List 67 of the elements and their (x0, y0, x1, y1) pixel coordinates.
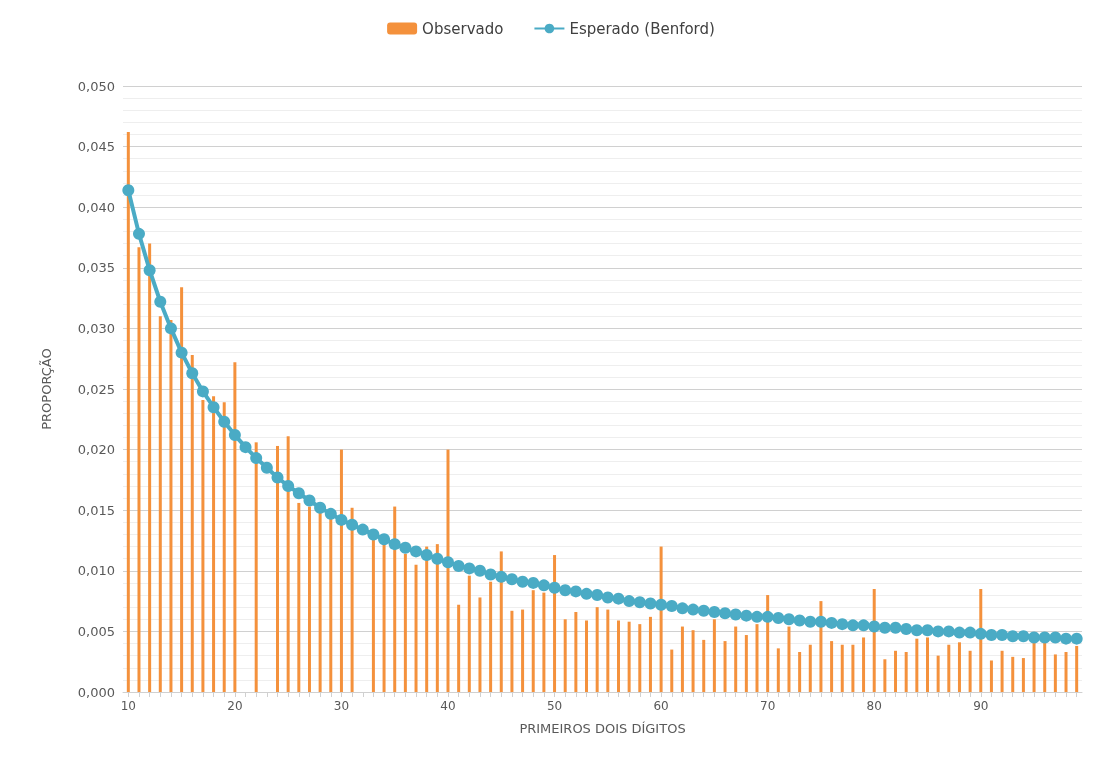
bar (574, 612, 578, 692)
y-tick-label: 0,000 (77, 684, 115, 700)
bar (478, 597, 482, 692)
bar (808, 644, 812, 692)
bar (648, 616, 652, 692)
bar (702, 639, 706, 692)
bar (606, 609, 610, 692)
y-tick-label: 0,050 (77, 78, 115, 94)
bar (691, 630, 695, 692)
bar (414, 564, 418, 692)
bar (627, 621, 631, 692)
bar (936, 655, 940, 692)
bar (1064, 652, 1068, 692)
bar (723, 641, 727, 692)
y-tick-label: 0,025 (77, 381, 115, 397)
bar (883, 659, 887, 692)
bar (521, 609, 525, 692)
x-tick-label: 30 (333, 699, 350, 713)
y-tick-label: 0,010 (77, 563, 115, 579)
bar (457, 604, 461, 692)
bar (137, 247, 141, 692)
bar (840, 644, 844, 692)
x-tick-label: 70 (760, 699, 776, 713)
x-tick-label: 40 (440, 699, 456, 713)
bar (595, 607, 599, 692)
bar (158, 316, 162, 692)
bar (1000, 650, 1004, 692)
y-tick-label: 0,005 (77, 623, 115, 639)
bar (830, 641, 834, 692)
bar (510, 610, 514, 692)
bar (744, 635, 748, 692)
bar (894, 650, 898, 692)
bar (798, 652, 802, 692)
legend-label: Esperado (Benford) (569, 19, 715, 38)
y-tick-label: 0,030 (77, 320, 115, 336)
bar (734, 626, 738, 692)
bar (616, 620, 620, 692)
y-tick-label: 0,045 (77, 139, 115, 155)
x-tick-label: 60 (653, 699, 669, 713)
x-tick-label: 20 (227, 699, 243, 713)
y-tick-label: 0,035 (77, 260, 115, 276)
bar (1053, 654, 1057, 692)
y-axis-title: PROPORÇÃO (39, 348, 54, 430)
y-tick-label: 0,020 (77, 442, 115, 458)
bar (563, 619, 567, 692)
bar (638, 624, 642, 692)
bar (670, 649, 674, 692)
bar (862, 637, 866, 692)
bar (585, 620, 589, 692)
bar (1021, 658, 1025, 692)
x-tick-label: 50 (546, 699, 563, 713)
bar (904, 652, 908, 692)
bar (851, 644, 855, 692)
bar (989, 660, 993, 692)
y-tick-label: 0,015 (77, 502, 115, 518)
x-axis-title: PRIMEIROS DOIS DÍGITOS (519, 721, 686, 736)
bar (680, 626, 684, 692)
x-tick-label: 90 (973, 699, 989, 713)
bar (947, 644, 951, 692)
bar (1011, 656, 1015, 692)
legend-label: Observado (422, 19, 504, 38)
bar (776, 648, 780, 692)
x-tick-label: 80 (866, 699, 882, 713)
x-tick-label: 10 (120, 699, 136, 713)
bar (968, 650, 972, 692)
bar (957, 642, 961, 692)
y-tick-label: 0,040 (77, 199, 115, 215)
